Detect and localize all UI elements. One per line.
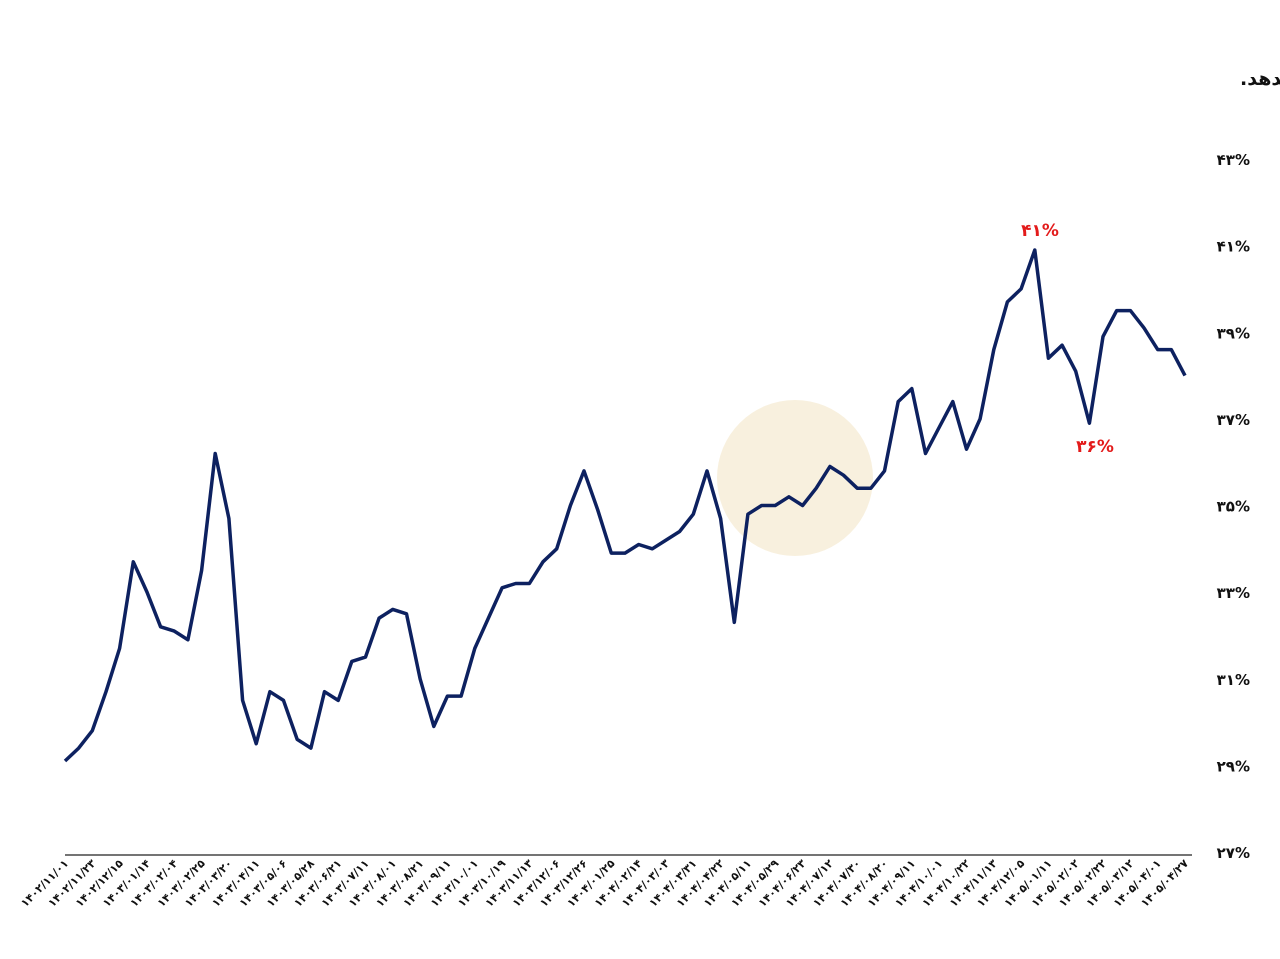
line-series — [63, 248, 1187, 763]
y-tick-label: ۴۱% — [1217, 238, 1250, 256]
y-tick-label: ۴۳% — [1217, 151, 1250, 169]
annotation: ۴۱% — [1021, 221, 1059, 241]
y-tick-label: ۳۱% — [1217, 671, 1250, 689]
y-tick-label: ۳۹% — [1217, 324, 1250, 342]
chart-title: نمودار زیر میانگین YTM اوراق دولتی اخزا … — [1240, 67, 1280, 90]
y-tick-label: ۲۷% — [1217, 844, 1250, 862]
watermark — [717, 400, 873, 556]
y-tick-label: ۳۵% — [1217, 498, 1250, 516]
y-tick-label: ۳۷% — [1217, 411, 1250, 429]
annotation: ۳۶% — [1076, 437, 1114, 457]
y-tick-label: ۲۹% — [1217, 757, 1250, 775]
y-tick-label: ۳۳% — [1217, 584, 1250, 602]
